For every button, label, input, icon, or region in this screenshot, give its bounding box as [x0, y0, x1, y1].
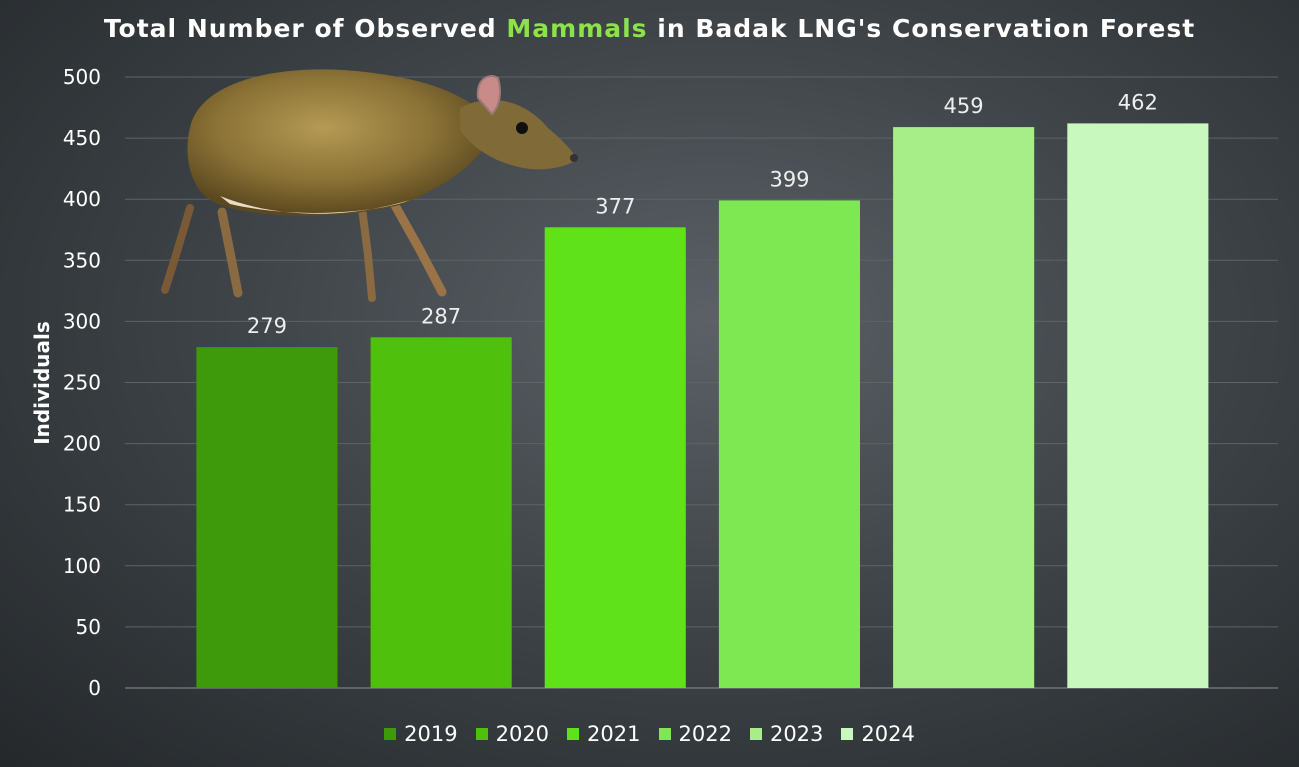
- legend-label: 2023: [769, 722, 824, 746]
- y-tick-label: 250: [63, 371, 101, 395]
- legend-item-2020: 2020: [475, 722, 550, 746]
- y-axis-ticks: 0 50 100 150 200 250 300 350 400 450 500: [63, 65, 101, 700]
- legend: 2019 2020 2021 2022 2023 2024: [0, 722, 1299, 746]
- legend-swatch: [841, 728, 854, 740]
- bar-2024: [1067, 123, 1209, 688]
- legend-swatch: [384, 728, 397, 740]
- legend-label: 2020: [495, 722, 550, 746]
- value-label-2022: 399: [769, 167, 809, 191]
- value-label-2023: 459: [944, 94, 984, 118]
- legend-swatch: [749, 728, 762, 740]
- legend-swatch: [567, 728, 580, 740]
- y-tick-label: 200: [63, 432, 101, 456]
- legend-label: 2024: [861, 722, 915, 746]
- legend-item-2021: 2021: [567, 722, 641, 746]
- bar-2022: [718, 200, 860, 688]
- value-labels: 279 287 377 399 459 462: [247, 90, 1158, 338]
- y-tick-label: 300: [63, 309, 101, 333]
- bar-2020: [370, 337, 512, 688]
- value-label-2019: 279: [247, 314, 287, 338]
- chart-title: Total Number of Observed Mammals in Bada…: [0, 14, 1299, 43]
- legend-item-2019: 2019: [384, 722, 458, 746]
- legend-item-2022: 2022: [658, 722, 732, 746]
- legend-swatch: [658, 728, 671, 740]
- legend-item-2023: 2023: [749, 722, 824, 746]
- y-tick-label: 400: [63, 187, 101, 211]
- legend-label: 2021: [587, 722, 641, 746]
- value-label-2020: 287: [421, 304, 461, 328]
- y-tick-label: 50: [76, 615, 101, 639]
- title-part-2: in Badak LNG's Conservation Forest: [647, 14, 1196, 43]
- title-highlight: Mammals: [506, 14, 648, 43]
- y-tick-label: 500: [63, 65, 101, 89]
- y-tick-label: 450: [63, 126, 101, 150]
- legend-swatch: [475, 728, 488, 740]
- y-tick-label: 350: [63, 248, 101, 272]
- mouse-deer-illustration: [161, 69, 578, 302]
- bar-2019: [196, 347, 338, 688]
- value-label-2024: 462: [1118, 90, 1158, 114]
- value-label-2021: 377: [595, 194, 635, 218]
- legend-label: 2019: [404, 722, 458, 746]
- y-tick-label: 0: [88, 676, 101, 700]
- y-tick-label: 100: [63, 554, 101, 578]
- bars: [196, 123, 1209, 689]
- title-part-1: Total Number of Observed: [103, 14, 507, 43]
- y-tick-label: 150: [63, 493, 101, 517]
- bar-2023: [893, 127, 1035, 689]
- legend-item-2024: 2024: [841, 722, 915, 746]
- legend-label: 2022: [678, 722, 732, 746]
- bar-2021: [544, 227, 686, 689]
